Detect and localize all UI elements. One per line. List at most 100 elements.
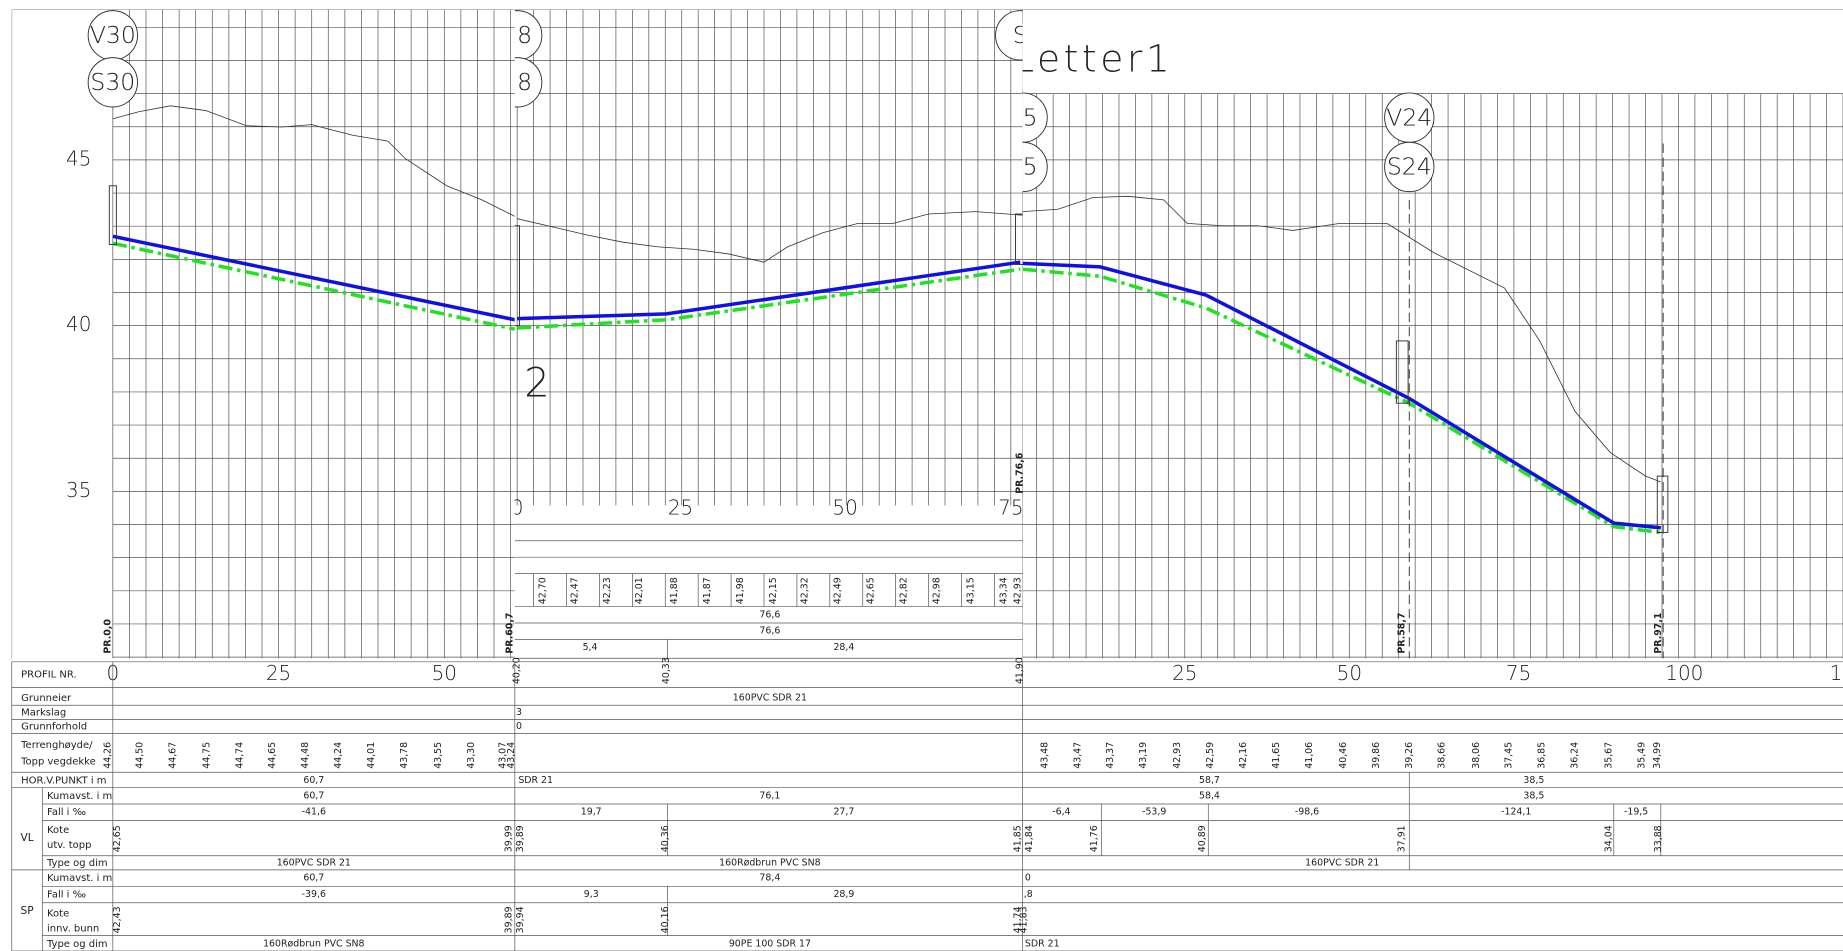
cell-value: 43,55 [433, 742, 444, 769]
sub-table-height: 41,98 [735, 577, 746, 604]
cell-value: -41,6 [302, 807, 326, 818]
sub-table-height: 42,82 [898, 577, 909, 604]
row-label: Grunneier [21, 693, 72, 704]
cell-value: 44,75 [201, 742, 212, 769]
cell-value: 43,37 [1105, 742, 1116, 769]
elevation-label: 45 [66, 146, 91, 170]
cell-value: 41,76 [1089, 825, 1100, 852]
sub-table-height: 42,93 [1012, 577, 1023, 604]
panel-background [514, 9, 1023, 660]
cell-value: 44,24 [333, 742, 344, 769]
manhole-symbol [1015, 213, 1023, 265]
row-label: Kumavst. i m [47, 873, 112, 884]
sub-table-height: 42,15 [768, 577, 779, 604]
sub-table-height: 41,87 [702, 577, 713, 604]
drawing-title: Letter1 [1013, 37, 1173, 81]
cell-value: -53,9 [1142, 807, 1166, 818]
manhole-circle [87, 57, 138, 108]
manhole-circle [1384, 141, 1435, 193]
panel-background [1022, 9, 1843, 660]
cell-value: 44,01 [366, 742, 377, 769]
cell-value: 42,65 [112, 825, 123, 852]
cell-value: 39,94 [515, 906, 526, 933]
cell-value: 38,66 [1437, 742, 1448, 769]
cell-value: SDR 21 [1025, 938, 1060, 949]
row-label: utv. topp [47, 840, 91, 851]
row-label: Markslag [21, 707, 66, 718]
group-label: VL [20, 832, 33, 844]
cell-value: 160Rødbrun PVC SN8 [719, 857, 820, 868]
cell-value: 38,5 [1523, 775, 1544, 786]
manhole-label: V30 [90, 21, 136, 49]
cell-value: 38,06 [1471, 742, 1482, 769]
sub-table-height: 42,32 [800, 577, 811, 604]
cell-value: 44,26 [103, 742, 114, 769]
cell-value: 40,89 [1197, 825, 1208, 852]
station-label: 25 [266, 661, 291, 685]
cell-value: 43,78 [399, 742, 410, 769]
cell-value: 42,59 [1205, 742, 1216, 769]
manhole-circle [1022, 92, 1048, 143]
cell-value: 44,50 [134, 742, 145, 769]
manhole-circle [1022, 141, 1048, 193]
station-label: 50 [1337, 661, 1362, 685]
cell-value: 43,30 [466, 742, 477, 769]
panel-a: V30 S30 45 40 35 [11, 9, 515, 660]
panel-background [11, 9, 515, 660]
station-label: 75 [1506, 661, 1531, 685]
station-label: 100 [1665, 661, 1703, 685]
cell-value: 35,49 [1637, 742, 1648, 769]
station-label: 25 [1172, 661, 1197, 685]
profile-mark: PR.60,7 [505, 613, 516, 654]
cell-value: 40,36 [660, 825, 671, 852]
water-pipe [517, 260, 1021, 321]
cell-value: 160PVC SDR 21 [277, 857, 351, 868]
manhole-symbol [1395, 340, 1409, 404]
row-label: HOR.V.PUNKT i m [21, 776, 106, 787]
elevation-label: 40 [66, 312, 91, 336]
row-label: Kumavst. i m [47, 791, 112, 802]
cell-value: 39,89 [515, 825, 526, 852]
cell-value: 35,67 [1604, 742, 1615, 769]
cell-value: 76,1 [759, 790, 780, 801]
cell-value: 160Rødbrun PVC SN8 [263, 938, 364, 949]
cell-value: 42,43 [112, 906, 123, 933]
cell-value: 9,3 [584, 889, 599, 900]
station-label: 0 [511, 495, 524, 519]
cell-value: 41,74 [1012, 906, 1023, 933]
row-label: PROFIL NR. [21, 670, 76, 681]
row-label: innv. bunn [47, 924, 99, 935]
sub-table-height: 42,01 [634, 577, 645, 604]
cell-value: 60,7 [303, 775, 324, 786]
water-pipe [1022, 261, 1661, 530]
cell-value: 34,04 [1604, 825, 1615, 852]
manhole-label: S [1013, 21, 1028, 49]
cell-value: 44,65 [267, 742, 278, 769]
manhole-label: S24 [1387, 153, 1432, 181]
cell-value: 160PVC SDR 21 [1305, 857, 1379, 868]
cell-value: 39,89 [503, 906, 514, 933]
cell-value: 28,9 [833, 889, 854, 900]
cell-value: 40,16 [660, 906, 671, 933]
row-label: Kote [47, 908, 69, 919]
terrain-line [1022, 195, 1661, 483]
manhole-symbol [1656, 475, 1669, 533]
cell-value: 36,24 [1570, 742, 1581, 769]
cell-value: -98,6 [1295, 807, 1319, 818]
cell-value: 43,24 [506, 742, 517, 769]
sub-table-height: 43,15 [965, 577, 976, 604]
cell-value: 41,84 [1024, 825, 1035, 852]
cell-value: 27,7 [833, 807, 854, 818]
sub-table-height: 42,65 [865, 577, 876, 604]
cell-value: 44,67 [167, 742, 178, 769]
cell-value: 38,5 [1523, 790, 1544, 801]
sub-table-height: 43,34 [998, 577, 1009, 604]
sewer-pipe [1022, 267, 1662, 535]
cell-value: 42,93 [1172, 742, 1183, 769]
sub-table-length: 28,4 [833, 642, 854, 653]
cell-value: 60,7 [303, 790, 324, 801]
profile-mark: PR.58,7 [1397, 613, 1408, 654]
cell-value: 39,99 [503, 825, 514, 852]
